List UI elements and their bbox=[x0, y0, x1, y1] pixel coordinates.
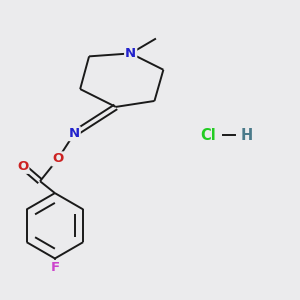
Text: N: N bbox=[125, 47, 136, 60]
Text: N: N bbox=[69, 127, 80, 140]
Text: O: O bbox=[17, 160, 28, 173]
Text: Cl: Cl bbox=[200, 128, 216, 142]
Text: O: O bbox=[52, 152, 64, 165]
Text: F: F bbox=[50, 261, 59, 274]
Text: H: H bbox=[241, 128, 253, 142]
